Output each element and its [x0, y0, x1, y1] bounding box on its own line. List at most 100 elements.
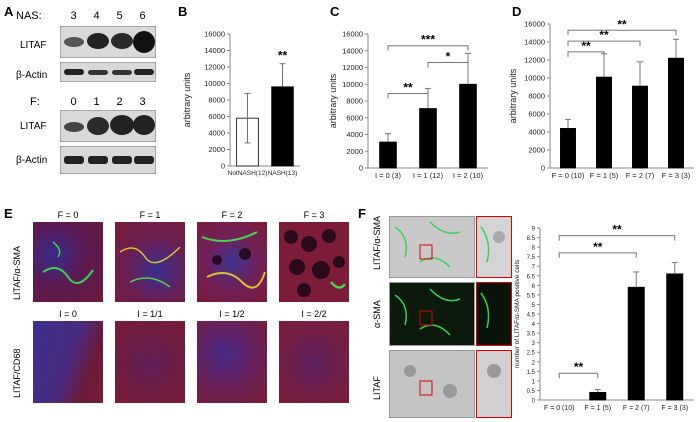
blot-litaf-nas — [60, 26, 156, 58]
f-label: F: — [30, 96, 40, 108]
significance-marker: ** — [599, 28, 609, 42]
significance-bracket — [567, 40, 641, 47]
bar — [666, 273, 684, 401]
y-tick-label: 2000 — [346, 147, 363, 156]
y-tick-label: 12000 — [342, 63, 363, 72]
y-tick-label: 5 — [532, 303, 536, 309]
blot-actin-nas — [60, 62, 156, 82]
y-tick-label: 6000 — [346, 113, 363, 122]
micrograph-zoom-1 — [476, 216, 512, 278]
y-tick-label: 1 — [532, 379, 536, 385]
y-tick-label: 12000 — [524, 56, 545, 65]
micrograph-zoom-2 — [476, 282, 512, 346]
bar — [379, 141, 397, 169]
y-tick-label: 8 — [532, 246, 536, 252]
row-label-litaf: LITAF — [372, 376, 382, 400]
y-tick-label: 16000 — [342, 30, 363, 39]
significance-bracket — [427, 61, 469, 68]
chart-c: 0 2000 4000 6000 8000 10000 12000 14000 16000 arb… — [328, 30, 488, 180]
f-value: 3 — [139, 96, 146, 108]
x-tick-label: F = 1 (5) — [590, 171, 619, 180]
micrograph-litaf-asma — [389, 216, 475, 278]
y-tick-label: 14000 — [524, 38, 545, 47]
x-tick-label: F = 2 (7) — [623, 405, 650, 412]
y-tick-label: 3.5 — [527, 332, 536, 338]
x-tick-label: I = 1 (12) — [413, 171, 444, 180]
bar — [419, 108, 437, 169]
blot-row-label: β-Actin — [16, 155, 48, 166]
nas-value: 3 — [70, 10, 77, 22]
y-axis-label: arbitrary units — [508, 68, 518, 123]
chart-b: 0 2000 4000 6000 8000 10000 12000 14000 16000 arb… — [182, 30, 300, 177]
tile-title: F = 0 — [57, 210, 79, 220]
panel-a-label: A — [4, 4, 14, 19]
y-tick-label: 2.5 — [527, 351, 536, 357]
f-values: 0 1 2 3 — [62, 96, 154, 108]
panel-d-label: D — [512, 4, 522, 19]
f-value: 0 — [70, 96, 77, 108]
micrograph-asma — [389, 282, 475, 346]
micrograph-f0 — [33, 222, 103, 302]
tile-title: I = 1/1 — [137, 309, 163, 319]
x-tick-label: F = 3 (3) — [662, 171, 691, 180]
tile-title: I = 2/2 — [301, 309, 327, 319]
y-tick-label: 8000 — [528, 92, 545, 101]
significance-bracket — [558, 252, 637, 258]
y-tick-label: 2 — [532, 360, 536, 366]
significance-marker: ** — [612, 223, 622, 237]
blot-row-label: β-Actin — [16, 70, 48, 81]
significance-bracket — [558, 235, 676, 241]
significance-marker: * — [446, 49, 451, 63]
y-tick-label: 1.5 — [527, 370, 536, 376]
micrograph-zoom-3 — [476, 350, 512, 418]
x-tick-label: F = 2 (7) — [626, 171, 655, 180]
bar — [459, 83, 477, 169]
x-tick-label: NotNASH(12) — [228, 170, 268, 177]
nas-value: 4 — [93, 10, 100, 22]
row-label-litaf-asma: LITAF/α-SMA — [12, 245, 22, 300]
nas-value: 6 — [139, 10, 146, 22]
x-tick-label: F = 1 (5) — [584, 405, 611, 412]
y-tick-label: 4 — [532, 322, 536, 328]
y-tick-label: 8000 — [346, 97, 363, 106]
row-label-asma: α-SMA — [372, 300, 382, 328]
y-tick-label: 3 — [532, 341, 536, 347]
tile-title: I = 1/2 — [219, 309, 245, 319]
significance-marker: ** — [574, 360, 584, 374]
y-tick-label: 0 — [221, 162, 225, 171]
bar — [589, 391, 607, 401]
x-tick-label: NASH(13) — [268, 170, 298, 177]
y-tick-label: 6000 — [528, 110, 545, 119]
significance-marker: ** — [581, 39, 591, 53]
chart-d: 0 2000 4000 6000 8000 10000 12000 14000 16000 arb… — [508, 17, 694, 180]
y-tick-label: 14000 — [204, 46, 225, 55]
micrograph-i2-2 — [279, 321, 349, 403]
micrograph-i1-1 — [115, 321, 185, 403]
bar — [271, 86, 294, 167]
bar — [596, 76, 612, 169]
significance-bracket — [387, 45, 469, 51]
y-tick-label: 7 — [532, 265, 536, 271]
significance-bracket — [387, 92, 429, 99]
x-tick-label: F = 0 (10) — [544, 405, 575, 412]
y-tick-label: 6000 — [208, 112, 225, 121]
tile-title: F = 3 — [303, 210, 325, 220]
y-tick-label: 0.5 — [527, 389, 536, 395]
y-tick-label: 14000 — [342, 46, 363, 55]
micrograph-litaf — [389, 350, 475, 418]
y-tick-label: 0 — [359, 164, 363, 173]
x-tick-label: I = 2 (10) — [453, 171, 484, 180]
y-tick-label: 4.5 — [527, 313, 536, 319]
significance-bracket — [567, 51, 605, 57]
y-tick-label: 0 — [532, 399, 536, 405]
y-tick-label: 8.5 — [527, 236, 536, 242]
bar — [627, 286, 645, 401]
y-tick-label: 8000 — [208, 96, 225, 105]
significance-marker: *** — [421, 33, 435, 47]
significance-marker: ** — [403, 80, 413, 94]
chart-f: 0 0.5 1 1.5 2 2.5 3 3.5 4 4.5 5 5.5 6 6.5 7 7.5 8 8.5 9 num… — [514, 223, 694, 412]
nas-values: 3 4 5 6 — [62, 10, 154, 22]
micrograph-i1-2 — [197, 321, 267, 403]
y-tick-label: 6.5 — [527, 274, 536, 280]
nas-label: NAS: — [16, 10, 42, 22]
